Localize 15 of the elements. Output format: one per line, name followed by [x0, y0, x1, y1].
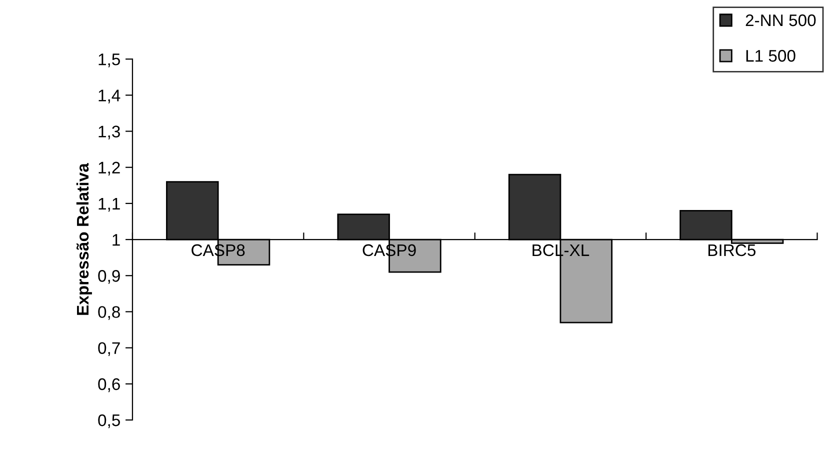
y-tick-label: 1,5 — [98, 54, 120, 68]
y-tick-label: 0,9 — [98, 270, 120, 284]
y-tick-label: 0,6 — [98, 378, 120, 392]
y-tick-label: 0,5 — [98, 414, 120, 428]
y-axis-title: Expressão Relativa — [76, 162, 92, 315]
y-tick-label: 1 — [112, 234, 120, 246]
x-tick-label: BIRC5 — [708, 244, 756, 256]
y-tick-label: 1,3 — [98, 126, 120, 140]
y-tick-label: 0,8 — [98, 306, 120, 320]
y-tick-label: 1,4 — [98, 90, 120, 104]
y-tick-label: 1,2 — [98, 162, 120, 176]
legend-label: L1 500 — [746, 50, 796, 62]
y-tick-label: 0,7 — [98, 342, 120, 356]
y-tick-label: 1,1 — [98, 198, 120, 212]
legend-label: 2-NN 500 — [746, 14, 816, 26]
